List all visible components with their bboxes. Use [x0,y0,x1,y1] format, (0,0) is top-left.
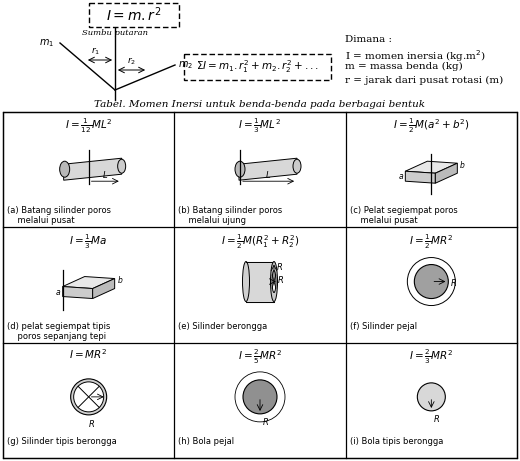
Text: $I = \frac{1}{2}M(R_1^2 + R_2^2)$: $I = \frac{1}{2}M(R_1^2 + R_2^2)$ [221,232,299,251]
Circle shape [414,265,448,299]
Ellipse shape [235,161,245,177]
Text: Dimana :: Dimana : [345,35,392,44]
FancyBboxPatch shape [89,3,179,27]
Ellipse shape [293,159,301,173]
Circle shape [418,383,445,411]
Circle shape [71,379,107,415]
Text: (h) Bola pejal: (h) Bola pejal [178,437,235,446]
Text: $R$: $R$ [276,261,283,272]
Bar [3,112,517,458]
Text: m = massa benda (kg): m = massa benda (kg) [345,62,463,71]
Text: $a$: $a$ [398,172,405,181]
Text: $r_1$: $r_1$ [92,46,100,57]
Text: r = jarak dari pusat rotasi (m): r = jarak dari pusat rotasi (m) [345,76,503,85]
Text: $I = MR^2$: $I = MR^2$ [69,348,108,361]
Text: (e) Silinder berongga: (e) Silinder berongga [178,322,268,331]
Text: $I = \frac{2}{3}MR^2$: $I = \frac{2}{3}MR^2$ [409,348,453,366]
Text: (g) Silinder tipis berongga: (g) Silinder tipis berongga [7,437,117,446]
Polygon shape [63,277,115,289]
Polygon shape [239,158,297,180]
Text: Sumbu putaran: Sumbu putaran [82,29,148,37]
Polygon shape [63,158,122,180]
Text: $b$: $b$ [459,159,466,170]
Text: $R$: $R$ [433,413,440,424]
Text: $R$: $R$ [262,416,269,427]
Polygon shape [405,171,435,183]
Text: $R$: $R$ [450,277,458,288]
Text: (d) pelat segiempat tipis: (d) pelat segiempat tipis [7,322,110,331]
Text: melalui pusat: melalui pusat [7,216,75,225]
Text: $I = \frac{1}{2}M(a^2 + b^2)$: $I = \frac{1}{2}M(a^2 + b^2)$ [393,117,470,136]
FancyBboxPatch shape [184,54,331,80]
Text: $m_2$: $m_2$ [178,59,193,71]
Ellipse shape [270,261,278,301]
Polygon shape [93,278,115,299]
Text: (i) Bola tipis berongga: (i) Bola tipis berongga [349,437,443,446]
Text: $\Sigma I = m_1.r_1^2 + m_2.r_2^2 + ...$: $\Sigma I = m_1.r_1^2 + m_2.r_2^2 + ...$ [196,59,319,76]
Circle shape [243,380,277,414]
Text: $L$: $L$ [265,169,271,180]
Ellipse shape [60,161,70,177]
Text: $I = \frac{1}{3}ML^2$: $I = \frac{1}{3}ML^2$ [239,117,281,136]
Text: melalui pusat: melalui pusat [349,216,417,225]
Text: $a$: $a$ [56,288,62,296]
Polygon shape [435,163,457,183]
Ellipse shape [242,261,250,301]
Polygon shape [63,287,93,299]
Text: $L$: $L$ [102,169,108,180]
Text: I = momen inersia (kg.m$^2$): I = momen inersia (kg.m$^2$) [345,48,486,64]
Text: $R$: $R$ [88,418,95,429]
Text: $I = \frac{1}{2}MR^2$: $I = \frac{1}{2}MR^2$ [409,232,453,251]
Text: $R$: $R$ [277,274,284,285]
Polygon shape [405,161,457,173]
Text: $r_2$: $r_2$ [127,55,137,67]
Text: (f) Silinder pejal: (f) Silinder pejal [349,322,417,331]
Ellipse shape [118,159,126,173]
Text: (a) Batang silinder poros: (a) Batang silinder poros [7,207,111,215]
Text: $b$: $b$ [116,274,123,285]
Text: (b) Batang silinder poros: (b) Batang silinder poros [178,207,282,215]
Text: melalui ujung: melalui ujung [178,216,246,225]
Text: $m_1$: $m_1$ [39,37,54,49]
Text: poros sepanjang tepi: poros sepanjang tepi [7,331,106,341]
Ellipse shape [272,271,276,293]
Circle shape [74,382,103,412]
Text: $I = \frac{1}{3}Ma$: $I = \frac{1}{3}Ma$ [70,232,108,251]
Text: Tabel. Momen Inersi untuk benda-benda pada berbagai bentuk: Tabel. Momen Inersi untuk benda-benda pa… [95,100,425,109]
Text: (c) Pelat segiempat poros: (c) Pelat segiempat poros [349,207,458,215]
Text: $I = \frac{1}{12}ML^2$: $I = \frac{1}{12}ML^2$ [65,117,112,136]
Text: $I = \frac{2}{5}MR^2$: $I = \frac{2}{5}MR^2$ [238,348,282,366]
Text: $I = m.r^2$: $I = m.r^2$ [106,6,162,24]
